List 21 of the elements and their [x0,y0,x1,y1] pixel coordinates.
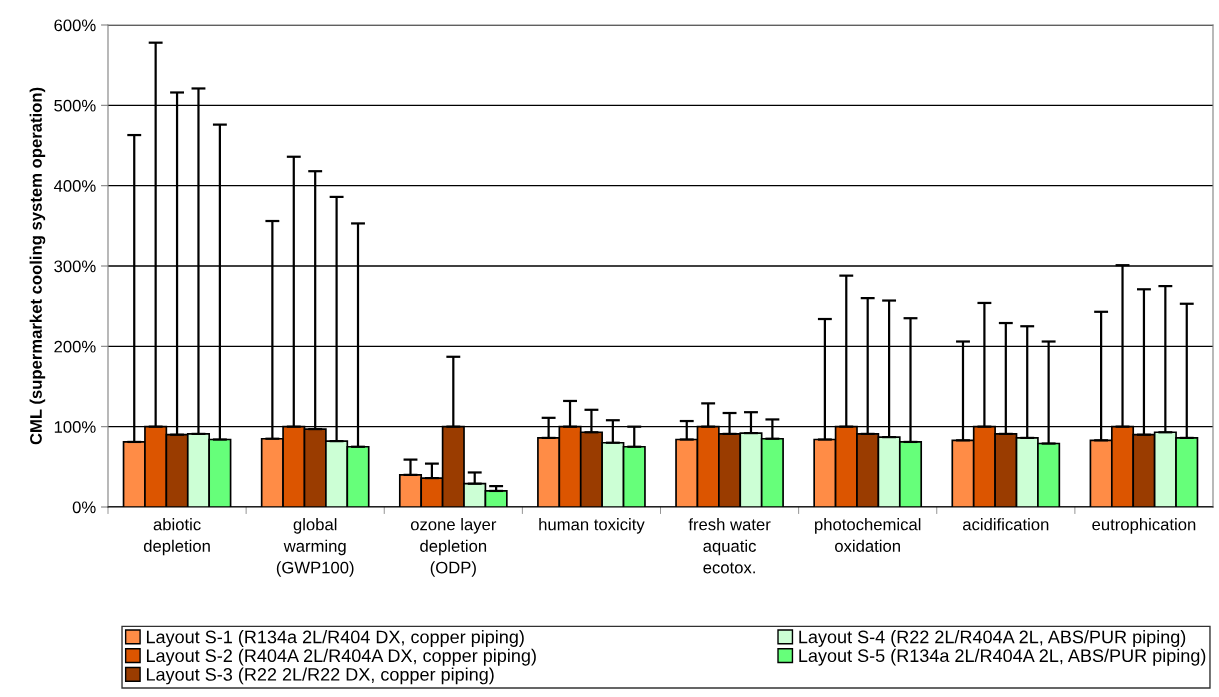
x-tick-label: abiotic depletion [143,518,210,556]
y-tick-label: 300% [54,260,96,273]
legend-label: Layout S-1 (R134a 2L/R404 DX, copper piping) [146,630,524,647]
x-tick-label: photochemical oxidation [815,518,921,552]
y-tick-label: 100% [54,421,96,433]
legend-label: Layout S-3 (R22 2L/R22 DX, copper piping) [146,667,494,685]
y-tick-label: 200% [54,340,96,353]
y-tick-label: 500% [54,99,96,112]
y-tick-label: 600% [54,19,96,32]
y-tick-label: 0% [72,501,96,514]
x-tick-label: fresh water aquatic ecotox. [688,518,771,574]
x-tick-label: eutrophication [1092,518,1196,534]
legend-label: Layout S-4 (R22 2L/R404A 2L, ABS/PUR piping) [799,630,1186,647]
x-tick-label: global warming (GWP100) [276,518,354,577]
x-tick-label: human toxicity [539,518,645,534]
x-tick-label: ozone layer depletion (ODP) [410,518,497,577]
x-tick-label: acidification [962,518,1049,531]
legend-label: Layout S-5 (R134a 2L/R404A 2L, ABS/PUR piping) [799,648,1206,666]
y-axis-title: CML (supermarket cooling system operation) [29,87,46,445]
legend-label: Layout S-2 (R404A 2L/R404A DX, copper piping) [146,648,536,666]
y-tick-label: 400% [53,180,96,192]
